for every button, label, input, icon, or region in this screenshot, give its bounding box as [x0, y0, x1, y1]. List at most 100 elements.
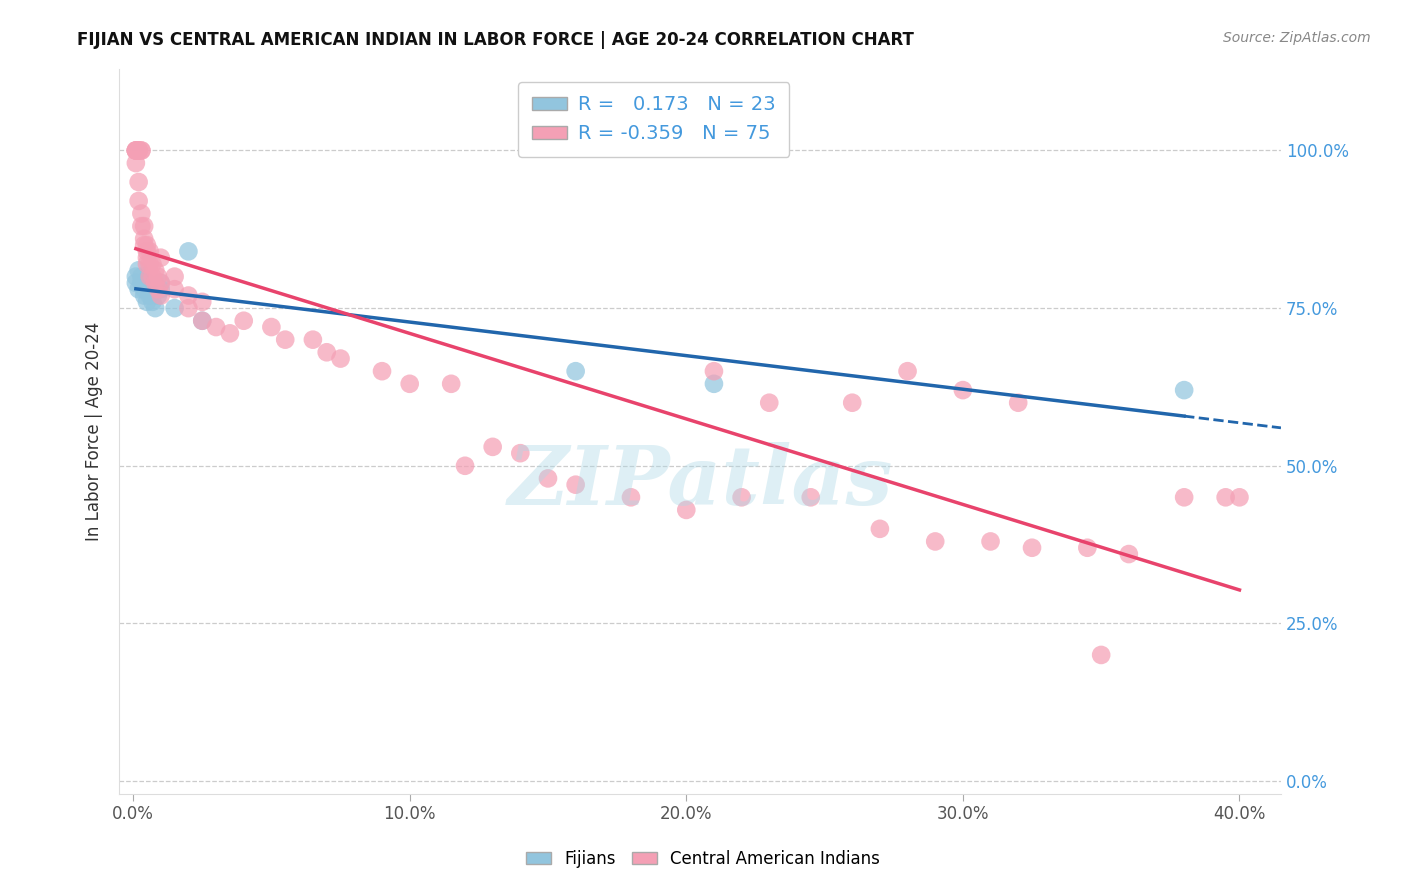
- Point: [509, 446, 531, 460]
- Point: [149, 251, 172, 265]
- Point: [302, 333, 325, 347]
- Point: [134, 282, 156, 296]
- Point: [143, 301, 166, 315]
- Point: [138, 269, 160, 284]
- Point: [128, 144, 150, 158]
- Point: [131, 219, 153, 234]
- Point: [371, 364, 394, 378]
- Legend: Fijians, Central American Indians: Fijians, Central American Indians: [519, 844, 887, 875]
- Point: [136, 238, 159, 252]
- Point: [274, 333, 297, 347]
- Point: [163, 269, 186, 284]
- Point: [134, 219, 156, 234]
- Point: [136, 244, 159, 259]
- Point: [703, 364, 725, 378]
- Point: [800, 491, 823, 505]
- Point: [128, 144, 150, 158]
- Point: [131, 206, 153, 220]
- Point: [141, 294, 163, 309]
- Point: [136, 294, 159, 309]
- Point: [163, 282, 186, 296]
- Point: [1021, 541, 1043, 555]
- Point: [131, 276, 153, 290]
- Legend: R =   0.173   N = 23, R = -0.359   N = 75: R = 0.173 N = 23, R = -0.359 N = 75: [517, 82, 789, 157]
- Point: [125, 144, 148, 158]
- Point: [1173, 491, 1195, 505]
- Point: [454, 458, 477, 473]
- Point: [149, 288, 172, 302]
- Point: [564, 364, 586, 378]
- Point: [564, 477, 586, 491]
- Point: [398, 376, 420, 391]
- Point: [136, 276, 159, 290]
- Point: [315, 345, 337, 359]
- Point: [134, 232, 156, 246]
- Point: [329, 351, 352, 366]
- Point: [177, 301, 200, 315]
- Point: [952, 383, 974, 397]
- Point: [980, 534, 1002, 549]
- Point: [128, 144, 150, 158]
- Point: [896, 364, 918, 378]
- Point: [481, 440, 503, 454]
- Point: [1007, 395, 1029, 409]
- Point: [1076, 541, 1098, 555]
- Point: [730, 491, 752, 505]
- Point: [125, 156, 148, 170]
- Point: [125, 276, 148, 290]
- Point: [191, 294, 214, 309]
- Point: [146, 282, 169, 296]
- Point: [138, 282, 160, 296]
- Point: [177, 288, 200, 302]
- Point: [758, 395, 780, 409]
- Point: [191, 314, 214, 328]
- Point: [1229, 491, 1251, 505]
- Point: [869, 522, 891, 536]
- Point: [260, 320, 283, 334]
- Point: [128, 263, 150, 277]
- Point: [149, 276, 172, 290]
- Point: [141, 257, 163, 271]
- Point: [1118, 547, 1140, 561]
- Point: [138, 257, 160, 271]
- Point: [219, 326, 242, 341]
- Point: [134, 288, 156, 302]
- Point: [128, 194, 150, 208]
- Point: [143, 276, 166, 290]
- Point: [232, 314, 254, 328]
- Point: [177, 244, 200, 259]
- Point: [205, 320, 228, 334]
- Y-axis label: In Labor Force | Age 20-24: In Labor Force | Age 20-24: [86, 321, 103, 541]
- Point: [134, 238, 156, 252]
- Point: [138, 244, 160, 259]
- Point: [136, 257, 159, 271]
- Point: [125, 144, 148, 158]
- Point: [149, 276, 172, 290]
- Point: [924, 534, 946, 549]
- Point: [191, 314, 214, 328]
- Point: [440, 376, 463, 391]
- Point: [131, 144, 153, 158]
- Point: [131, 269, 153, 284]
- Point: [125, 269, 148, 284]
- Text: Source: ZipAtlas.com: Source: ZipAtlas.com: [1223, 31, 1371, 45]
- Point: [841, 395, 863, 409]
- Point: [125, 144, 148, 158]
- Point: [675, 503, 697, 517]
- Point: [125, 144, 148, 158]
- Point: [1090, 648, 1112, 662]
- Point: [703, 376, 725, 391]
- Point: [1173, 383, 1195, 397]
- Point: [128, 175, 150, 189]
- Text: ZIPatlas: ZIPatlas: [508, 442, 893, 522]
- Point: [131, 144, 153, 158]
- Point: [537, 471, 560, 485]
- Point: [136, 251, 159, 265]
- Point: [146, 288, 169, 302]
- Point: [138, 288, 160, 302]
- Point: [146, 269, 169, 284]
- Text: FIJIAN VS CENTRAL AMERICAN INDIAN IN LABOR FORCE | AGE 20-24 CORRELATION CHART: FIJIAN VS CENTRAL AMERICAN INDIAN IN LAB…: [77, 31, 914, 49]
- Point: [143, 263, 166, 277]
- Point: [141, 269, 163, 284]
- Point: [620, 491, 643, 505]
